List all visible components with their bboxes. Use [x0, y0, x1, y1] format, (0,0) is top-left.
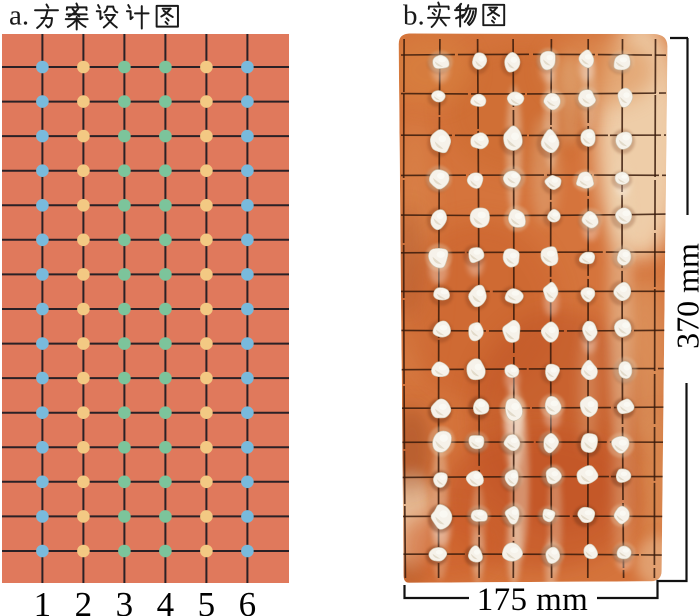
svg-text:4: 4 [157, 585, 175, 616]
svg-text:2: 2 [75, 585, 93, 616]
svg-text:5: 5 [198, 585, 216, 616]
svg-text:3: 3 [116, 585, 134, 616]
svg-text:b.: b. [403, 0, 425, 32]
svg-text:6: 6 [239, 585, 257, 616]
svg-text:a.: a. [9, 0, 29, 32]
svg-text:370 mm: 370 mm [670, 243, 700, 349]
svg-text:175 mm: 175 mm [477, 582, 589, 616]
svg-text:1: 1 [34, 585, 52, 616]
